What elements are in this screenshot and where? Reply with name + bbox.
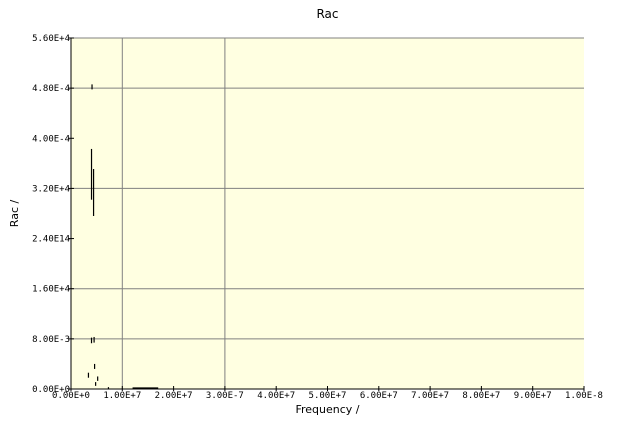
y-tick-label-6: 4.80E-4 [32,84,70,94]
x-tick-label-10: 1.00E-8 [565,391,603,401]
series-rac [87,84,159,390]
x-tick-label-6: 6.00E+7 [360,391,398,401]
x-tick-labels: 0.00E+0 1.00E+7 2.00E+7 3.00E-7 4.00E+7 5.00E… [52,391,603,401]
x-tick-label-0: 0.00E+0 [52,391,90,401]
y-tick-label-3: 2.40E14 [32,235,70,245]
chart-title: Rac [316,7,338,21]
x-axis-title: Frequency / [295,403,359,416]
grid-lines [71,37,584,389]
x-tick-label-3: 3.00E-7 [206,391,244,401]
x-tick-label-9: 9.00E+7 [514,391,552,401]
plot-area [71,38,584,389]
x-tick-label-2: 2.00E+7 [155,391,193,401]
y-tick-label-0: 0.00E+0 [32,385,70,395]
x-tick-label-8: 8.00E+7 [462,391,500,401]
x-tick-label-4: 4.00E+7 [257,391,295,401]
y-tick-label-5: 4.00E-4 [32,134,70,144]
y-tick-labels: 0.00E+0 8.00E-3 1.60E+4 2.40E14 3.20E+4 4.00E… [32,34,70,395]
x-tick-label-5: 5.00E+7 [309,391,347,401]
x-tick-label-7: 7.00E+7 [411,391,449,401]
y-tick-label-2: 1.60E+4 [32,285,70,295]
y-tick-label-4: 3.20E+4 [32,184,70,194]
y-axis-title: Rac / [8,200,21,228]
x-tick-label-1: 1.00E+7 [103,391,141,401]
y-tick-label-1: 8.00E-3 [32,335,70,345]
y-tick-label-7: 5.60E+4 [32,34,70,44]
